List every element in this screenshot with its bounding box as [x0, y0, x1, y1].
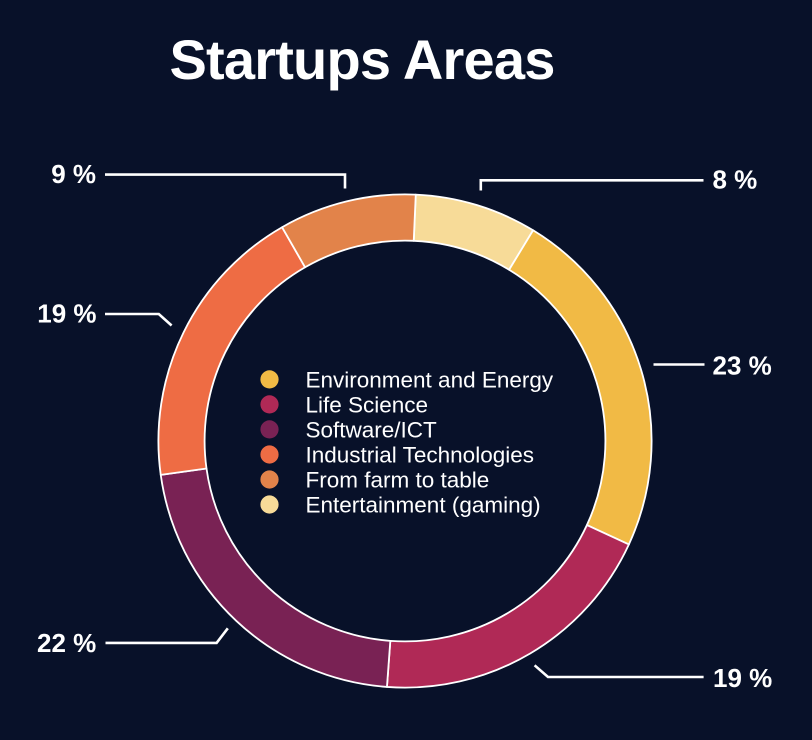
svg-text:Entertainment (gaming): Entertainment (gaming) [306, 492, 541, 517]
svg-text:9 %: 9 % [51, 159, 96, 189]
svg-text:23 %: 23 % [713, 351, 772, 381]
svg-text:19 %: 19 % [37, 299, 96, 329]
svg-text:Life Science: Life Science [306, 392, 429, 417]
svg-text:19 %: 19 % [713, 663, 772, 693]
svg-text:From farm to table: From farm to table [306, 467, 490, 492]
svg-text:Industrial Technologies: Industrial Technologies [306, 442, 534, 467]
svg-text:22 %: 22 % [37, 628, 96, 658]
svg-text:Startups Areas: Startups Areas [169, 28, 554, 91]
svg-text:8 %: 8 % [713, 164, 758, 194]
svg-text:Software/ICT: Software/ICT [306, 417, 438, 442]
svg-text:Environment and Energy: Environment and Energy [306, 367, 554, 392]
